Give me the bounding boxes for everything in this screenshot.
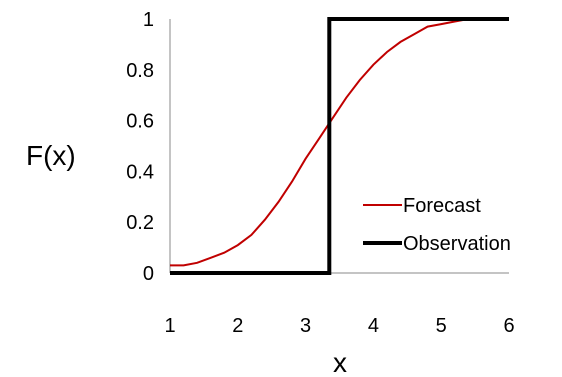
y-tick-label: 0.6 [126,111,154,133]
x-tick-labels: 1 2 3 4 5 6 [164,315,514,337]
y-tick-labels: 0 0.2 0.4 0.6 0.8 1 [126,9,154,285]
y-tick-label: 0.4 [126,161,154,183]
series-line-observation [170,17,509,275]
legend-item-forecast: Forecast [363,195,481,217]
legend: Forecast Observation [363,195,511,255]
x-tick-label: 5 [436,315,447,337]
legend-item-observation: Observation [363,233,511,255]
y-axis-title: F(x) [26,140,76,171]
y-tick-label: 1 [143,9,154,31]
legend-label: Observation [403,233,511,255]
series-lines [170,17,509,275]
y-tick-label: 0.2 [126,212,154,234]
x-tick-label: 4 [368,315,379,337]
y-tick-label: 0 [143,263,154,285]
y-tick-label: 0.8 [126,60,154,82]
x-tick-label: 2 [232,315,243,337]
x-tick-label: 6 [503,315,514,337]
x-tick-label: 1 [164,315,175,337]
series-line-forecast [170,18,509,267]
x-axis-title: x [333,347,347,377]
legend-label: Forecast [403,195,481,217]
x-tick-label: 3 [300,315,311,337]
